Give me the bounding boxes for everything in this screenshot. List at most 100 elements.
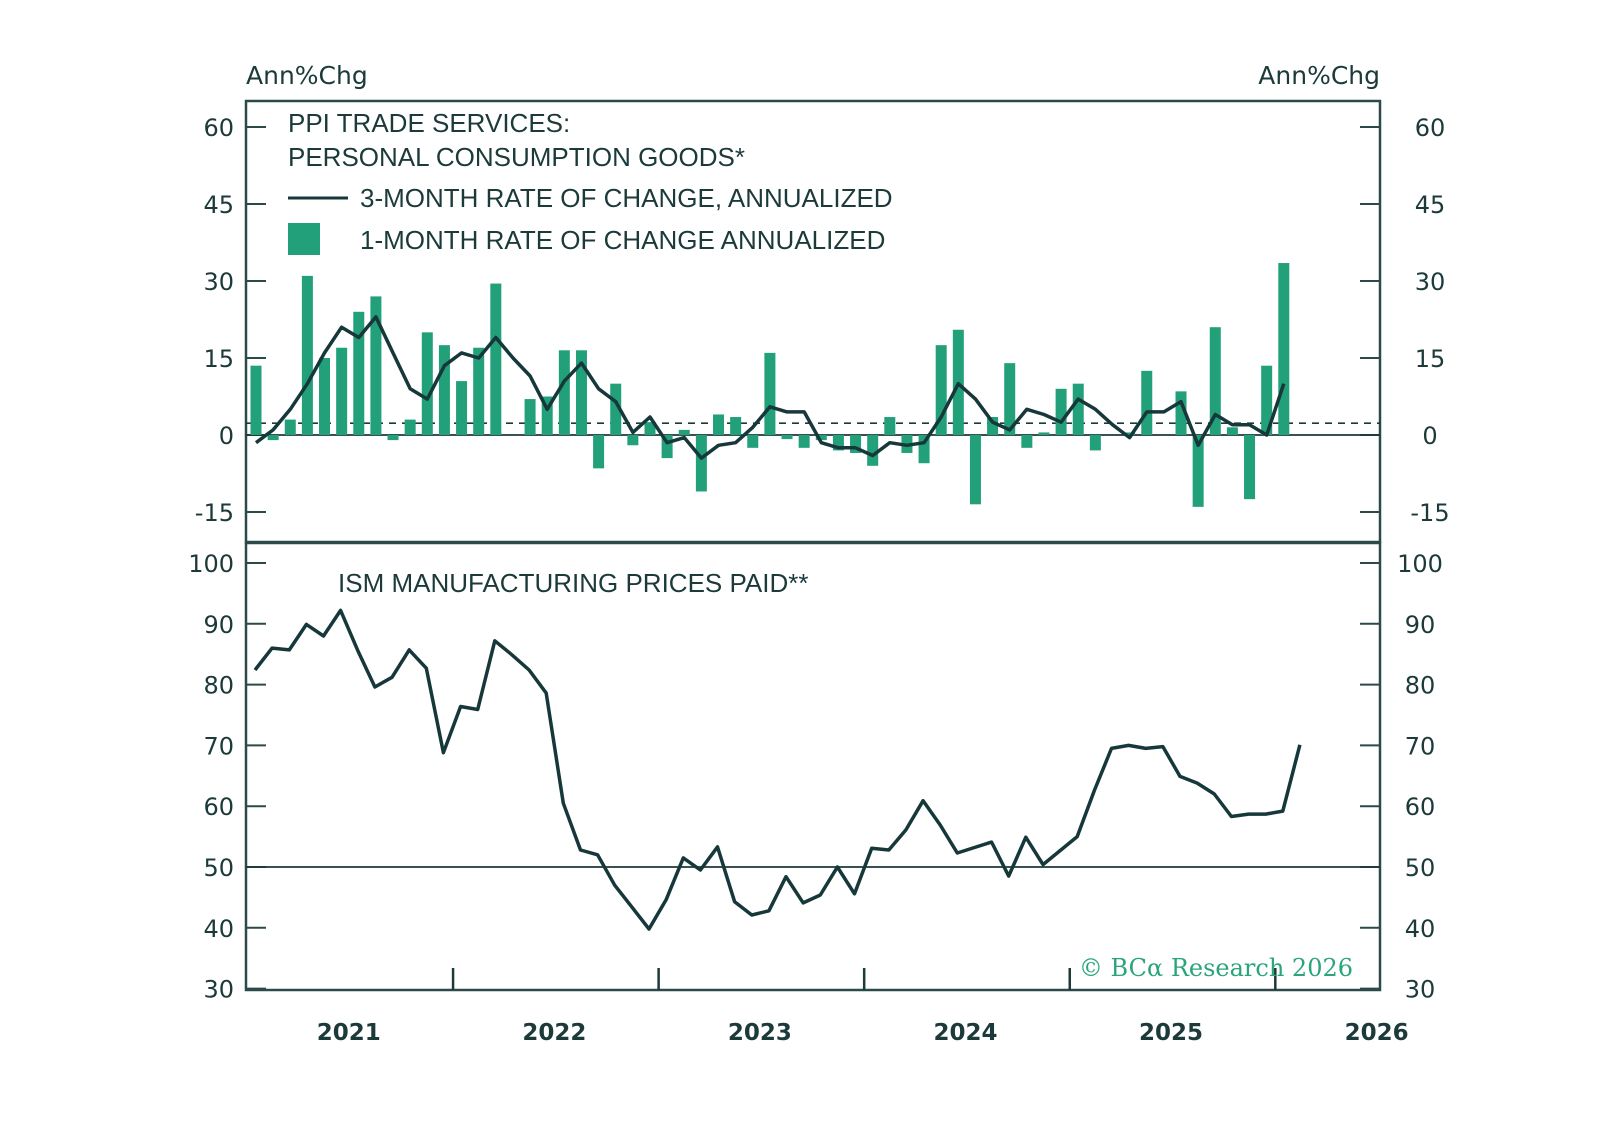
one-month-bar [1244,435,1256,500]
x-axis-year-label: 2025 [1139,1020,1203,1046]
one-month-bar [250,365,262,435]
x-axis-year-label: 2024 [933,1020,997,1046]
ism-prices-paid-line [253,608,1302,931]
one-month-bar [301,275,313,435]
one-month-bar [713,414,725,435]
top-left-tick-label: 45 [203,191,234,219]
one-month-bar [850,435,862,453]
bottom-right-tick-label: 80 [1405,672,1436,700]
one-month-bar [1055,388,1067,435]
one-month-bar [832,435,844,451]
top-left-tick-label: 30 [203,268,234,296]
one-month-bar [336,347,348,435]
bottom-left-tick-label: 60 [203,793,234,821]
top-right-tick-label: 15 [1415,345,1446,373]
bottom-left-tick-label: 30 [203,976,234,1004]
bottom-left-tick-label: 40 [203,915,234,943]
bottom-left-tick-label: 50 [203,854,234,882]
one-month-bar [1124,432,1136,435]
one-month-bar [1004,363,1016,435]
top-right-tick-label: -15 [1410,499,1449,527]
legend-bar-label: 1-MONTH RATE OF CHANGE ANNUALIZED [360,225,885,255]
legend-bar-swatch [288,223,320,255]
top-title-line-2: PERSONAL CONSUMPTION GOODS* [288,142,745,172]
one-month-bar [1021,435,1033,448]
bottom-right-tick-label: 90 [1405,611,1436,639]
one-month-bar [1089,435,1101,451]
bottom-title: ISM MANUFACTURING PRICES PAID** [338,568,808,598]
top-left-unit-label: Ann%Chg [246,61,368,90]
one-month-bar [1261,365,1273,435]
one-month-bar [353,311,365,435]
one-month-bar [764,352,776,435]
one-month-bar [798,435,810,448]
one-month-bar [473,347,485,435]
one-month-bar [319,358,331,435]
one-month-bar [1038,432,1050,435]
one-month-bar [404,419,416,435]
one-month-bar [1278,263,1290,435]
top-left-tick-label: 0 [219,422,234,450]
top-y-axis: 60 60 45 45 30 30 15 15 0 0 -15 -15 [195,114,1450,527]
bottom-right-tick-label: 60 [1405,793,1436,821]
top-right-tick-label: 45 [1415,191,1446,219]
top-right-tick-label: 0 [1422,422,1437,450]
bottom-right-tick-label: 70 [1405,732,1436,760]
bottom-left-tick-label: 100 [188,550,234,578]
one-month-bar [627,435,639,446]
legend-line-label: 3-MONTH RATE OF CHANGE, ANNUALIZED [360,183,893,213]
one-month-bar [678,429,690,435]
top-left-tick-label: 60 [203,114,234,142]
one-month-bar [815,435,827,441]
top-title-line-1: PPI TRADE SERVICES: [288,108,570,138]
x-axis: 2021 2022 2023 2024 2025 2026 [317,968,1409,1046]
top-right-tick-label: 60 [1415,114,1446,142]
bottom-left-tick-label: 70 [203,732,234,760]
one-month-bar [918,435,930,464]
one-month-bar [867,435,879,466]
one-month-bar [987,417,999,435]
top-left-tick-label: -15 [195,499,234,527]
one-month-bar [969,435,981,505]
x-axis-year-label: 2021 [317,1020,381,1046]
top-right-tick-label: 30 [1415,268,1446,296]
one-month-bar [456,381,468,435]
x-axis-year-label: 2026 [1345,1020,1409,1046]
bottom-right-tick-label: 30 [1405,976,1436,1004]
bottom-y-axis: 100 100 90 90 80 80 70 70 60 60 50 50 40 40 30 30 [188,550,1443,1004]
x-axis-year-label: 2023 [728,1020,792,1046]
bottom-left-tick-label: 80 [203,672,234,700]
x-axis-year-label: 2022 [522,1020,586,1046]
one-month-bars [250,263,1290,507]
one-month-bar [747,435,759,448]
one-month-bar [541,396,553,435]
bottom-right-tick-label: 40 [1405,915,1436,943]
top-left-tick-label: 15 [203,345,234,373]
bottom-panel-frame [244,541,1382,992]
one-month-bar [575,350,587,435]
top-right-unit-label: Ann%Chg [1258,61,1380,90]
one-month-bar [1192,435,1204,507]
one-month-bar [661,435,673,459]
one-month-bar [438,345,450,435]
bottom-right-tick-label: 50 [1405,854,1436,882]
one-month-bar [1209,327,1221,435]
one-month-bar [524,399,536,435]
one-month-bar [387,435,399,441]
one-month-bar [593,435,605,469]
one-month-bar [421,332,433,435]
one-month-bar [644,422,656,435]
one-month-bar [730,417,742,435]
one-month-bar [1175,391,1187,435]
one-month-bar [370,296,382,435]
one-month-bar [781,435,793,440]
bottom-left-tick-label: 90 [203,611,234,639]
one-month-bar [490,283,502,435]
one-month-bar [1141,370,1153,435]
bottom-right-tick-label: 100 [1397,550,1443,578]
one-month-bar [884,417,896,435]
three-month-line [254,315,1286,460]
one-month-bar [1072,383,1084,435]
one-month-bar [267,435,279,441]
